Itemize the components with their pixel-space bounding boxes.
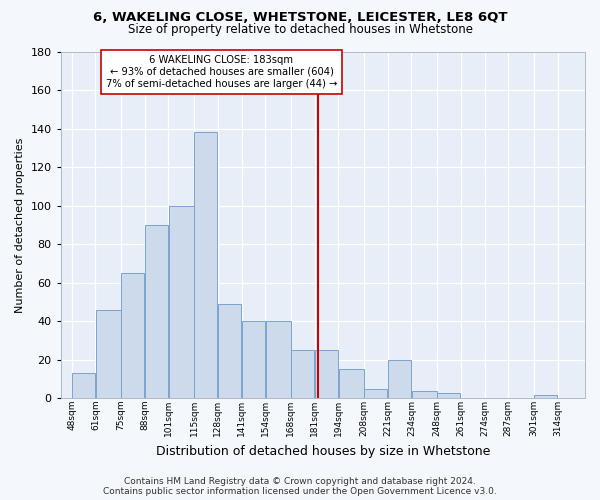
X-axis label: Distribution of detached houses by size in Whetstone: Distribution of detached houses by size … [155,444,490,458]
Bar [218,304,241,398]
Text: Size of property relative to detached houses in Whetstone: Size of property relative to detached ho… [128,22,473,36]
Bar [534,394,557,398]
Bar [242,322,265,398]
Text: Contains HM Land Registry data © Crown copyright and database right 2024.
Contai: Contains HM Land Registry data © Crown c… [103,476,497,496]
Bar [315,350,338,399]
Text: 6 WAKELING CLOSE: 183sqm
← 93% of detached houses are smaller (604)
7% of semi-d: 6 WAKELING CLOSE: 183sqm ← 93% of detach… [106,56,337,88]
Bar [169,206,194,398]
Bar [96,310,121,398]
Y-axis label: Number of detached properties: Number of detached properties [15,138,25,312]
Bar [121,273,145,398]
Bar [364,389,388,398]
Text: 6, WAKELING CLOSE, WHETSTONE, LEICESTER, LE8 6QT: 6, WAKELING CLOSE, WHETSTONE, LEICESTER,… [93,11,507,24]
Bar [291,350,314,399]
Bar [72,374,95,398]
Bar [388,360,411,399]
Bar [194,132,217,398]
Bar [437,392,460,398]
Bar [339,370,364,398]
Bar [145,225,168,398]
Bar [412,390,437,398]
Bar [266,322,290,398]
